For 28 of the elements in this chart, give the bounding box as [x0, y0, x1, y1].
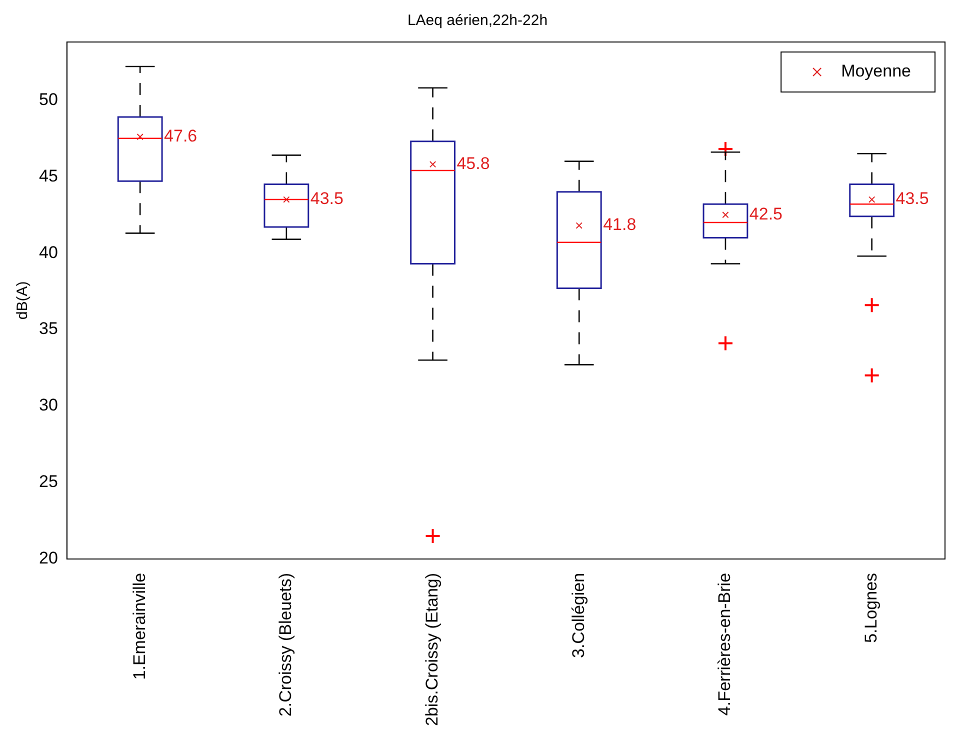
data-label: 42.5: [749, 204, 783, 224]
y-tick-label: 25: [38, 472, 58, 492]
x-tick-label: 2bis.Croissy (Etang): [422, 572, 442, 726]
data-label: 43.5: [310, 189, 344, 208]
data-label: 41.8: [603, 215, 636, 234]
y-tick-label: 50: [38, 90, 58, 109]
data-label: 45.8: [456, 154, 490, 174]
x-tick-label: 2.Croissy (Bleuets): [276, 572, 296, 717]
point: [136, 133, 144, 140]
data-label: 47.6: [164, 126, 198, 146]
y-tick-label: 20: [38, 548, 58, 568]
point: [722, 212, 729, 218]
chart-title: LAeq aérien,22h-22h: [407, 12, 548, 30]
point: [429, 161, 436, 168]
y-axis-title: dB(A): [14, 281, 32, 320]
point: [283, 196, 290, 203]
x-tick-label: 5.Lognes: [862, 572, 881, 643]
y-tick-label: 45: [38, 166, 58, 186]
y-tick-label: 30: [38, 396, 58, 415]
data-label: 43.5: [896, 189, 929, 208]
x-tick-label: 1.Emerainville: [130, 572, 149, 680]
x-tick-label: 3.Collégien: [568, 572, 588, 658]
point: [576, 222, 582, 229]
y-tick-label: 35: [38, 319, 58, 338]
x-tick-label: 4.Ferrières-en-Brie: [715, 572, 734, 716]
point: [868, 196, 876, 203]
legend-label: Moyenne: [841, 62, 912, 81]
y-tick-label: 40: [38, 242, 58, 262]
